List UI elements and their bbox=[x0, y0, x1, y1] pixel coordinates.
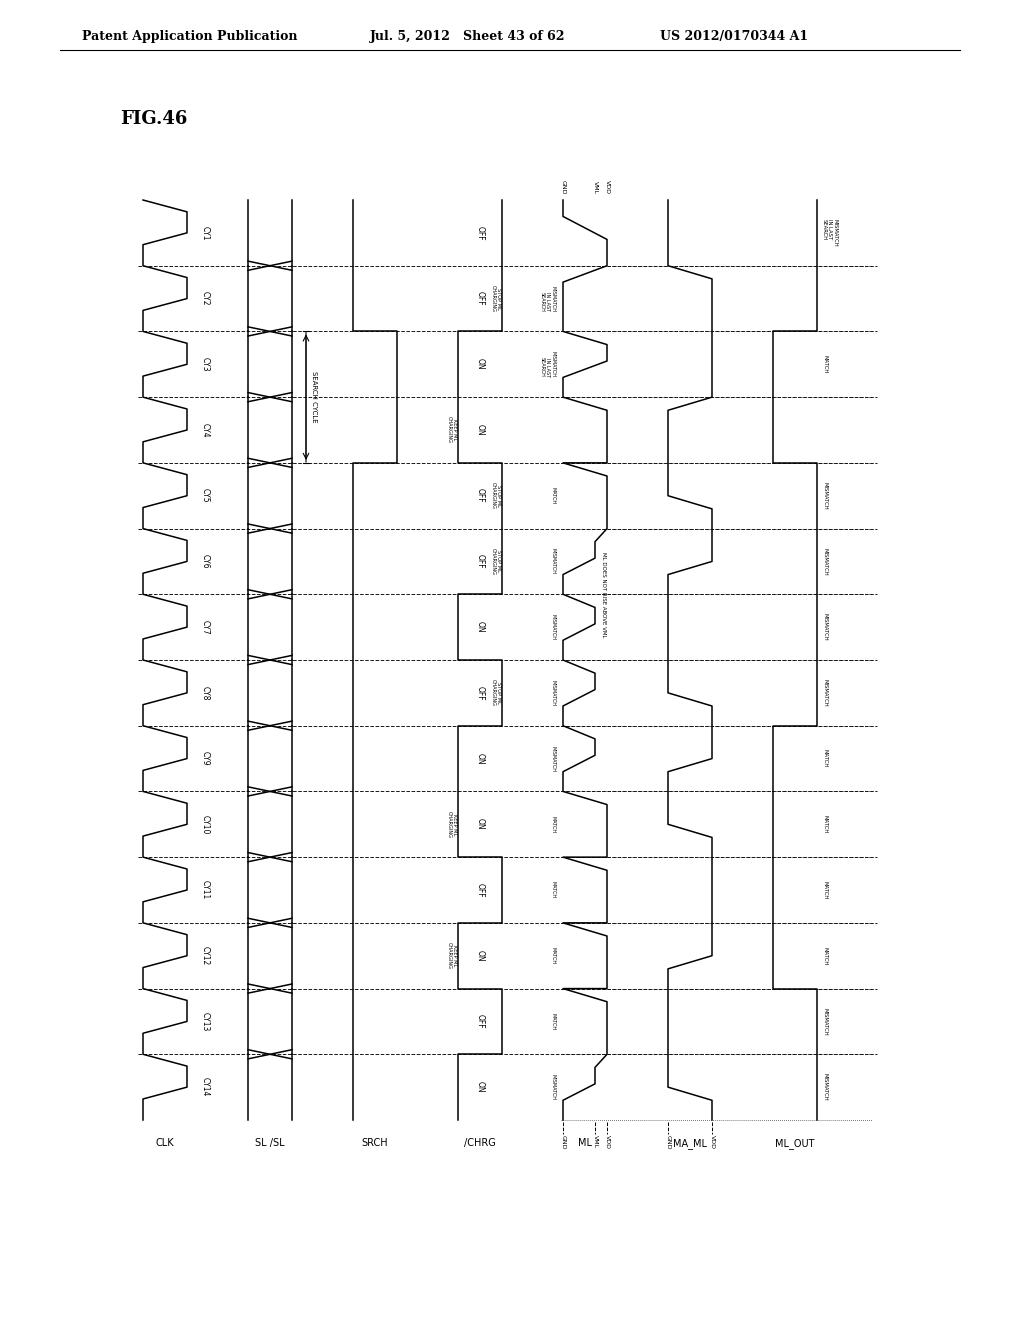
Text: CY4: CY4 bbox=[201, 422, 210, 437]
Text: MATCH: MATCH bbox=[550, 882, 555, 899]
Text: MISMATCH
IN LAST
SEARCH: MISMATCH IN LAST SEARCH bbox=[822, 219, 838, 247]
Text: CY1: CY1 bbox=[201, 226, 210, 240]
Text: ON: ON bbox=[475, 1081, 484, 1093]
Text: OFF: OFF bbox=[475, 1014, 484, 1028]
Text: MISMATCH: MISMATCH bbox=[550, 746, 555, 772]
Text: CY3: CY3 bbox=[201, 356, 210, 372]
Text: CY5: CY5 bbox=[201, 488, 210, 503]
Text: CY12: CY12 bbox=[201, 946, 210, 965]
Text: OFF: OFF bbox=[475, 883, 484, 898]
Text: ON: ON bbox=[475, 818, 484, 830]
Text: MISMATCH: MISMATCH bbox=[550, 614, 555, 640]
Text: VDD: VDD bbox=[604, 1135, 609, 1148]
Text: ON: ON bbox=[475, 424, 484, 436]
Text: VML: VML bbox=[593, 181, 597, 194]
Text: MISMATCH: MISMATCH bbox=[550, 548, 555, 574]
Text: KEEP ML
CHARGING: KEEP ML CHARGING bbox=[446, 417, 457, 444]
Text: MISMATCH
IN LAST
SEARCH: MISMATCH IN LAST SEARCH bbox=[540, 285, 555, 312]
Text: MISMATCH: MISMATCH bbox=[822, 614, 827, 642]
Text: CY9: CY9 bbox=[201, 751, 210, 766]
Text: CY2: CY2 bbox=[201, 292, 210, 306]
Text: ON: ON bbox=[475, 950, 484, 961]
Text: Jul. 5, 2012   Sheet 43 of 62: Jul. 5, 2012 Sheet 43 of 62 bbox=[370, 30, 565, 44]
Text: /CHRG: /CHRG bbox=[464, 1138, 496, 1148]
Text: VDD: VDD bbox=[710, 1135, 715, 1148]
Text: VML: VML bbox=[593, 1135, 597, 1148]
Text: CY10: CY10 bbox=[201, 814, 210, 834]
Text: ON: ON bbox=[475, 622, 484, 634]
Text: MATCH: MATCH bbox=[550, 1012, 555, 1030]
Text: ON: ON bbox=[475, 752, 484, 764]
Text: GND: GND bbox=[560, 180, 565, 194]
Text: FIG.46: FIG.46 bbox=[120, 110, 187, 128]
Text: Patent Application Publication: Patent Application Publication bbox=[82, 30, 298, 44]
Text: MATCH: MATCH bbox=[550, 816, 555, 833]
Text: MATCH: MATCH bbox=[822, 816, 827, 833]
Text: OFF: OFF bbox=[475, 685, 484, 700]
Text: SRCH: SRCH bbox=[361, 1138, 388, 1148]
Text: MISMATCH: MISMATCH bbox=[550, 680, 555, 706]
Text: OFF: OFF bbox=[475, 292, 484, 306]
Text: ML: ML bbox=[578, 1138, 592, 1148]
Text: KEEP ML
CHARGING: KEEP ML CHARGING bbox=[446, 942, 457, 969]
Text: ML DOES NOT RISE ABOVE VML: ML DOES NOT RISE ABOVE VML bbox=[601, 552, 606, 638]
Text: STOP ML
CHARGING: STOP ML CHARGING bbox=[490, 482, 501, 510]
Text: CY8: CY8 bbox=[201, 685, 210, 700]
Text: MATCH: MATCH bbox=[822, 750, 827, 768]
Text: MA_ML: MA_ML bbox=[673, 1138, 707, 1148]
Text: CY6: CY6 bbox=[201, 554, 210, 569]
Text: MISMATCH: MISMATCH bbox=[822, 1073, 827, 1101]
Text: GND: GND bbox=[666, 1135, 671, 1150]
Text: MATCH: MATCH bbox=[822, 880, 827, 899]
Text: MISMATCH
IN LAST
SEARCH: MISMATCH IN LAST SEARCH bbox=[540, 351, 555, 378]
Text: CY13: CY13 bbox=[201, 1011, 210, 1031]
Text: CLK: CLK bbox=[156, 1138, 174, 1148]
Text: OFF: OFF bbox=[475, 226, 484, 240]
Text: CY7: CY7 bbox=[201, 620, 210, 635]
Text: MISMATCH: MISMATCH bbox=[822, 482, 827, 510]
Text: US 2012/0170344 A1: US 2012/0170344 A1 bbox=[660, 30, 808, 44]
Text: CY11: CY11 bbox=[201, 880, 210, 900]
Text: MISMATCH: MISMATCH bbox=[822, 548, 827, 576]
Text: OFF: OFF bbox=[475, 554, 484, 569]
Text: MATCH: MATCH bbox=[822, 355, 827, 374]
Text: MATCH: MATCH bbox=[822, 946, 827, 965]
Text: GND: GND bbox=[560, 1135, 565, 1150]
Text: OFF: OFF bbox=[475, 488, 484, 503]
Text: ML_OUT: ML_OUT bbox=[775, 1138, 815, 1148]
Text: ON: ON bbox=[475, 359, 484, 370]
Text: MISMATCH: MISMATCH bbox=[822, 1007, 827, 1035]
Text: STOP ML
CHARGING: STOP ML CHARGING bbox=[490, 285, 501, 312]
Text: MATCH: MATCH bbox=[550, 948, 555, 965]
Text: SEARCH CYCLE: SEARCH CYCLE bbox=[311, 371, 317, 422]
Text: VDD: VDD bbox=[604, 180, 609, 194]
Text: MATCH: MATCH bbox=[550, 487, 555, 504]
Text: STOP ML
CHARGING: STOP ML CHARGING bbox=[490, 680, 501, 706]
Text: SL /SL: SL /SL bbox=[255, 1138, 285, 1148]
Text: MISMATCH: MISMATCH bbox=[550, 1074, 555, 1100]
Text: CY14: CY14 bbox=[201, 1077, 210, 1097]
Text: KEEP ML
CHARGING: KEEP ML CHARGING bbox=[446, 810, 457, 838]
Text: MISMATCH: MISMATCH bbox=[822, 678, 827, 706]
Text: STOP ML
CHARGING: STOP ML CHARGING bbox=[490, 548, 501, 576]
